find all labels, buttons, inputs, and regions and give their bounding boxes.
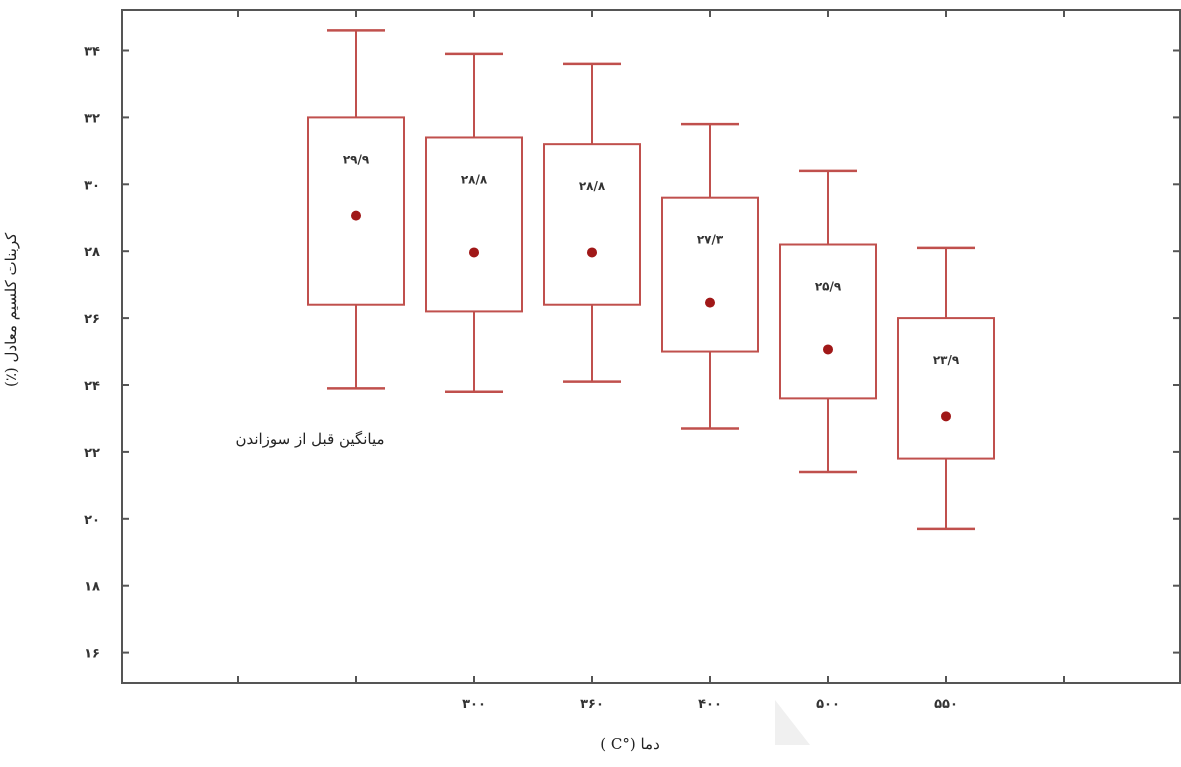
x-axis-label: دما (°C ) bbox=[600, 735, 660, 753]
x-tick-label: ۵۰۰ bbox=[816, 697, 840, 712]
iqr-box bbox=[661, 196, 759, 353]
mean-label: ۲۳/۹ bbox=[933, 353, 960, 367]
mean-label: ۲۹/۹ bbox=[343, 152, 370, 166]
y-tick-label: ۱۶ bbox=[84, 647, 100, 662]
mean-label: ۲۷/۳ bbox=[697, 233, 724, 247]
iqr-box bbox=[779, 243, 877, 400]
y-tick-label: ۲۲ bbox=[84, 446, 100, 461]
decorative-triangle bbox=[775, 700, 810, 745]
box-4: ۲۷/۳ bbox=[661, 122, 759, 430]
x-tick-label: ۵۵۰ bbox=[934, 697, 958, 712]
mean-dot bbox=[823, 344, 833, 355]
x-tick-label: ۳۶۰ bbox=[580, 697, 604, 712]
box-5: ۲۵/۹ bbox=[779, 169, 877, 474]
y-axis-label: کربنات کلسیم معادل (٪) bbox=[2, 232, 20, 388]
y-tick-label: ۲۶ bbox=[84, 312, 100, 327]
y-tick-label: ۲۴ bbox=[84, 379, 100, 394]
x-tick-label: ۴۰۰ bbox=[698, 697, 722, 712]
box-3: ۲۸/۸ bbox=[543, 62, 641, 383]
iqr-box bbox=[543, 143, 641, 306]
iqr-box bbox=[897, 317, 995, 460]
mean-dot bbox=[941, 411, 951, 422]
mean-dot bbox=[587, 247, 597, 258]
mean-label: ۲۵/۹ bbox=[815, 280, 842, 294]
mean-label: ۲۸/۸ bbox=[461, 172, 488, 186]
mean-dot bbox=[469, 247, 479, 258]
box-6: ۲۳/۹ bbox=[897, 246, 995, 531]
mean-label: ۲۸/۸ bbox=[579, 179, 606, 193]
y-tick-label: ۲۸ bbox=[84, 245, 100, 260]
y-tick-label: ۳۴ bbox=[84, 45, 100, 60]
plot-frame bbox=[121, 9, 1181, 684]
y-tick-label: ۳۰ bbox=[84, 178, 100, 193]
y-tick-label: ۳۲ bbox=[84, 111, 100, 126]
pre-burn-mean-annotation: میانگین قبل از سوزاندن bbox=[235, 430, 385, 448]
x-tick-label: ۳۰۰ bbox=[462, 697, 486, 712]
iqr-box bbox=[425, 136, 523, 313]
y-tick-label: ۱۸ bbox=[84, 580, 100, 595]
box-2: ۲۸/۸ bbox=[425, 52, 523, 393]
box-1: ۲۹/۹ bbox=[307, 29, 405, 390]
mean-dot bbox=[351, 210, 361, 221]
y-tick-label: ۲۰ bbox=[84, 513, 100, 528]
mean-dot bbox=[705, 297, 715, 308]
